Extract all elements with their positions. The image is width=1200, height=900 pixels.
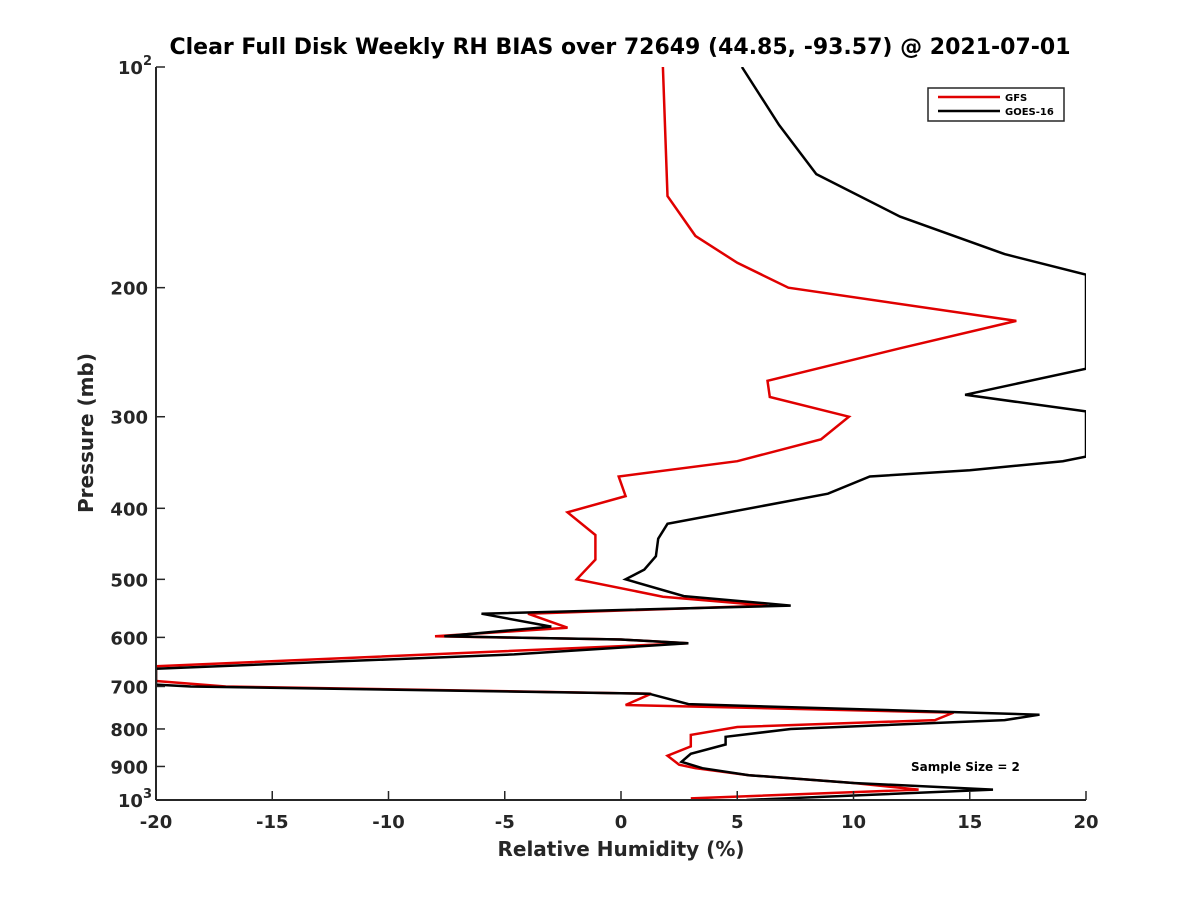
x-tick-label: -5	[495, 812, 515, 833]
x-tick-label: -15	[256, 812, 289, 833]
x-tick-label: 20	[1073, 812, 1098, 833]
x-tick-label: 5	[731, 812, 744, 833]
x-tick-label: 15	[957, 812, 982, 833]
y-tick-label: 500	[110, 570, 148, 591]
y-tick-label: 400	[110, 499, 148, 520]
x-tick-label: -20	[140, 812, 173, 833]
y-tick-label: 103	[118, 787, 152, 812]
chart-title: Clear Full Disk Weekly RH BIAS over 7264…	[169, 35, 1070, 60]
y-tick-label: 700	[110, 677, 148, 698]
y-tick-label: 600	[110, 628, 148, 649]
y-tick-label: 102	[118, 54, 152, 79]
y-tick-label: 200	[110, 279, 148, 300]
legend-label-gfs: GFS	[1005, 93, 1027, 104]
legend: GFS GOES-16	[927, 87, 1065, 122]
x-axis-ticks: -20 -15 -10 -5 0 5 10 15 20	[140, 791, 1099, 833]
legend-box	[927, 87, 1065, 122]
y-tick-label: 800	[110, 720, 148, 741]
series-line-goes-16	[156, 67, 1086, 800]
y-axis-label: Pressure (mb)	[74, 353, 98, 513]
y-axis-ticks: 102 200 300 400 500 600 700 800 900 103	[110, 54, 165, 812]
plot-area	[156, 67, 1086, 800]
x-tick-label: -10	[372, 812, 405, 833]
x-axis-label: Relative Humidity (%)	[497, 837, 744, 861]
series-line-gfs	[156, 67, 1017, 800]
y-tick-label: 900	[110, 757, 148, 778]
y-tick-label: 300	[110, 408, 148, 429]
legend-label-goes16: GOES-16	[1005, 107, 1054, 118]
x-tick-label: 0	[615, 812, 628, 833]
x-tick-label: 10	[841, 812, 866, 833]
series-layer	[156, 67, 1086, 800]
sample-size-annotation: Sample Size = 2	[911, 760, 1020, 774]
